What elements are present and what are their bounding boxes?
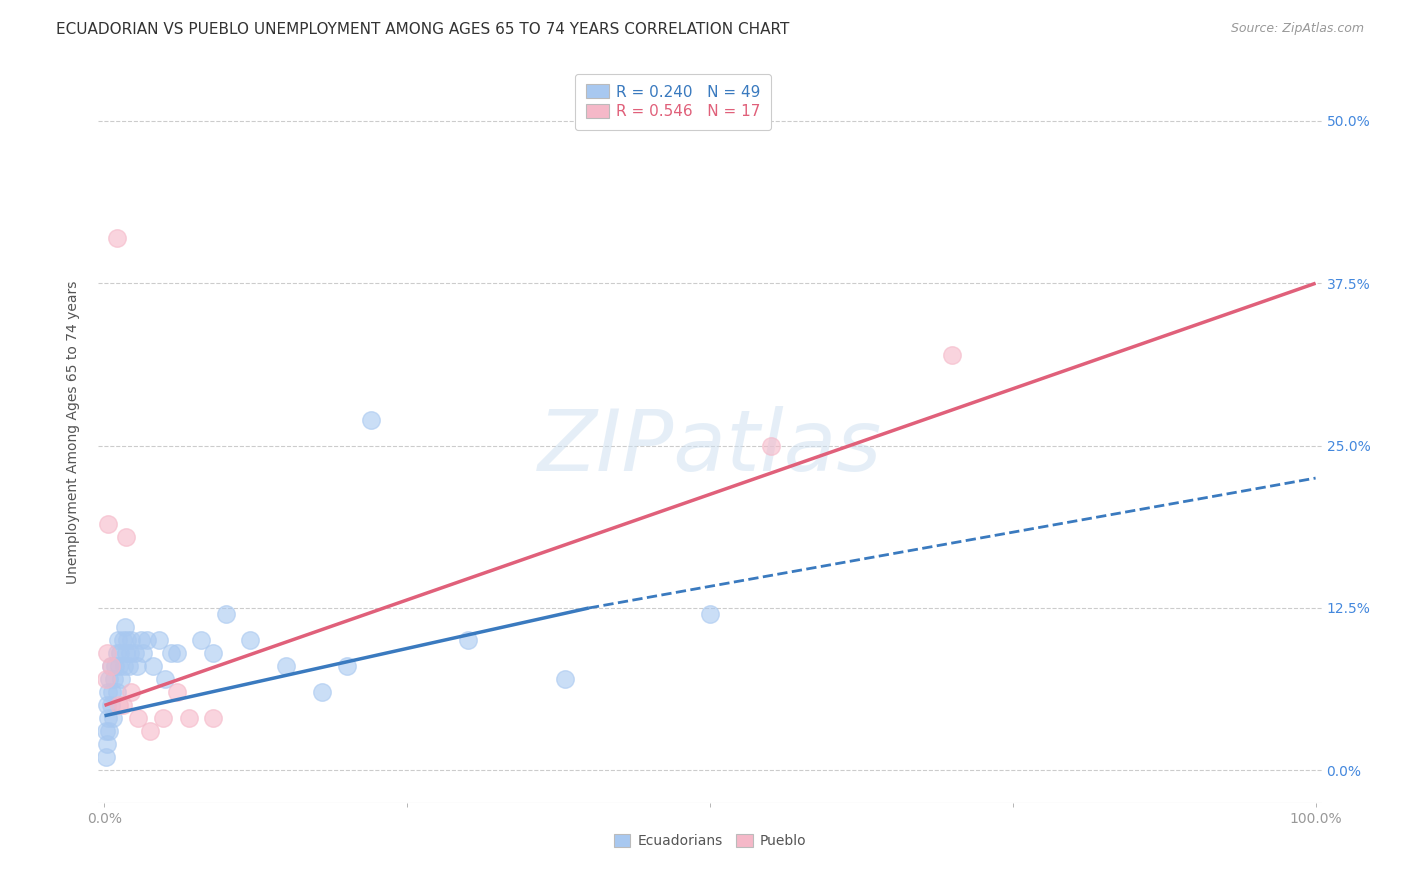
Point xyxy=(105,647,128,661)
Point xyxy=(117,633,139,648)
Point xyxy=(148,633,170,648)
Point xyxy=(127,711,149,725)
Point xyxy=(160,647,183,661)
Point xyxy=(190,633,212,648)
Point xyxy=(142,659,165,673)
Point xyxy=(98,673,121,687)
Text: ZIPatlas: ZIPatlas xyxy=(538,406,882,489)
Point xyxy=(166,685,188,699)
Point xyxy=(120,633,142,648)
Point xyxy=(96,737,118,751)
Point xyxy=(127,659,149,673)
Point xyxy=(94,724,117,739)
Point xyxy=(97,516,120,531)
Point xyxy=(152,711,174,725)
Point xyxy=(120,685,142,699)
Y-axis label: Unemployment Among Ages 65 to 74 years: Unemployment Among Ages 65 to 74 years xyxy=(66,281,80,584)
Point xyxy=(132,647,155,661)
Legend: Ecuadorians, Pueblo: Ecuadorians, Pueblo xyxy=(606,827,814,855)
Point xyxy=(98,724,121,739)
Point xyxy=(139,724,162,739)
Point xyxy=(276,659,298,673)
Point xyxy=(100,659,122,673)
Point xyxy=(111,633,134,648)
Point xyxy=(115,529,138,543)
Point xyxy=(103,673,125,687)
Point xyxy=(94,673,117,687)
Point xyxy=(96,698,118,713)
Point xyxy=(239,633,262,648)
Point xyxy=(110,673,132,687)
Text: Source: ZipAtlas.com: Source: ZipAtlas.com xyxy=(1230,22,1364,36)
Point xyxy=(108,659,131,673)
Point xyxy=(129,633,152,648)
Point xyxy=(110,647,132,661)
Point xyxy=(311,685,333,699)
Point xyxy=(112,659,135,673)
Point xyxy=(115,647,138,661)
Point xyxy=(108,698,131,713)
Point xyxy=(111,698,134,713)
Point xyxy=(360,412,382,426)
Point xyxy=(105,231,128,245)
Point xyxy=(101,711,124,725)
Point xyxy=(104,659,127,673)
Point xyxy=(554,673,576,687)
Point xyxy=(759,439,782,453)
Text: ECUADORIAN VS PUEBLO UNEMPLOYMENT AMONG AGES 65 TO 74 YEARS CORRELATION CHART: ECUADORIAN VS PUEBLO UNEMPLOYMENT AMONG … xyxy=(56,22,790,37)
Point xyxy=(107,633,129,648)
Point xyxy=(166,647,188,661)
Point xyxy=(105,685,128,699)
Point xyxy=(941,348,963,362)
Point xyxy=(124,647,146,661)
Point xyxy=(214,607,236,622)
Point xyxy=(100,659,122,673)
Point xyxy=(153,673,176,687)
Point xyxy=(457,633,479,648)
Point xyxy=(118,659,141,673)
Point xyxy=(100,685,122,699)
Point xyxy=(202,647,225,661)
Point xyxy=(699,607,721,622)
Point xyxy=(97,711,120,725)
Point xyxy=(118,647,141,661)
Point xyxy=(135,633,157,648)
Point xyxy=(96,647,118,661)
Point xyxy=(179,711,201,725)
Point xyxy=(97,685,120,699)
Point xyxy=(94,750,117,764)
Point xyxy=(336,659,359,673)
Point xyxy=(114,620,136,634)
Point xyxy=(202,711,225,725)
Point xyxy=(100,698,122,713)
